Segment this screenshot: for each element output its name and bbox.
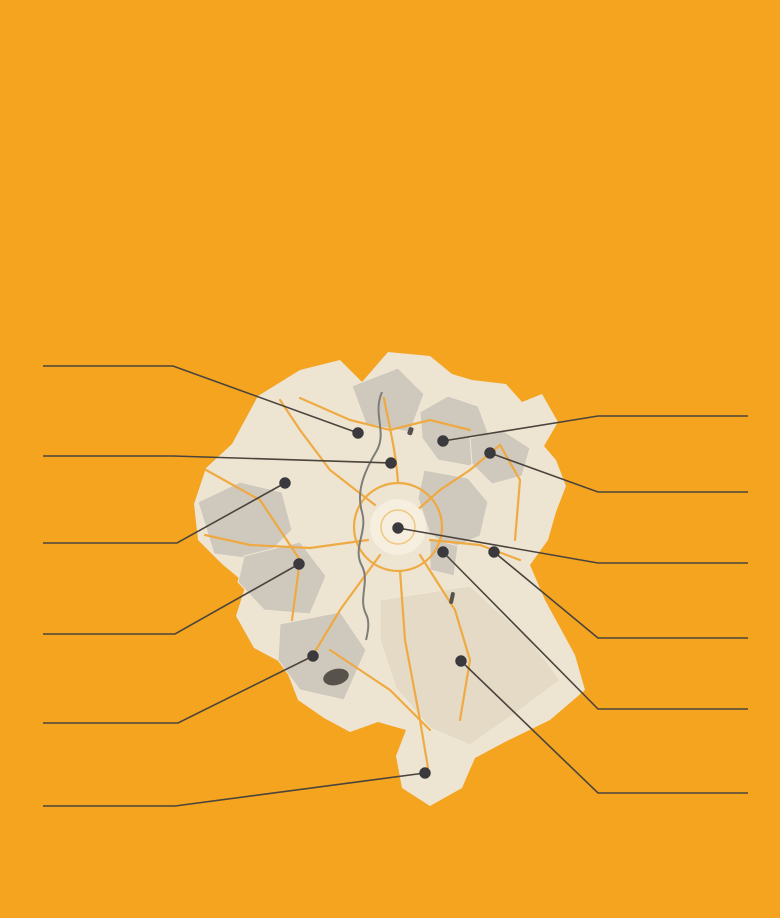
road	[398, 569, 430, 770]
hrazdan-river	[357, 391, 383, 641]
road	[418, 553, 472, 722]
landmark-mark	[449, 592, 455, 604]
road	[498, 443, 522, 542]
district-nor-nork	[417, 469, 489, 549]
dot-avan	[484, 447, 496, 459]
dot-ajapnyak	[279, 477, 291, 489]
callout-line-davtashen	[43, 365, 359, 434]
road	[298, 396, 472, 432]
road	[204, 468, 302, 622]
dot-nubarashen	[419, 767, 431, 779]
map-background-band	[0, 302, 780, 872]
callout-line-shengavit	[43, 655, 314, 724]
callout-line-ajapnyak	[43, 482, 286, 544]
road	[203, 533, 370, 550]
inner-ring-road	[380, 509, 416, 545]
callout-line-avan	[489, 452, 748, 493]
dot-arabkir	[385, 457, 397, 469]
dot-malatia-sebastia	[293, 558, 305, 570]
callout-line-kentron	[397, 527, 748, 564]
callout-line-erebuni	[460, 660, 748, 794]
yerevan-lake	[323, 668, 349, 686]
dot-shengavit	[307, 650, 319, 662]
dot-kanaker-zeytun	[437, 435, 449, 447]
road	[308, 553, 382, 662]
landmark-mark	[407, 427, 414, 436]
dot-nor-nork	[488, 546, 500, 558]
road	[428, 538, 522, 562]
district-north-gray	[351, 367, 425, 433]
dot-davtashen	[352, 427, 364, 439]
district-malatia-sebastia	[237, 541, 327, 615]
district-ajapnyak	[197, 481, 293, 561]
callout-line-nor-nork	[493, 551, 748, 639]
dot-erebuni	[455, 655, 467, 667]
road	[278, 398, 377, 507]
callout-line-arabkir	[43, 455, 392, 464]
callout-line-nork-marash	[442, 551, 748, 710]
callout-line-nubarashen	[43, 772, 426, 807]
callout-line-malatia	[43, 563, 300, 635]
road	[328, 648, 432, 732]
dot-kentron	[392, 522, 404, 534]
callout-line-kanaker	[442, 415, 748, 442]
road	[382, 396, 400, 485]
dot-nork-marash	[437, 546, 449, 558]
